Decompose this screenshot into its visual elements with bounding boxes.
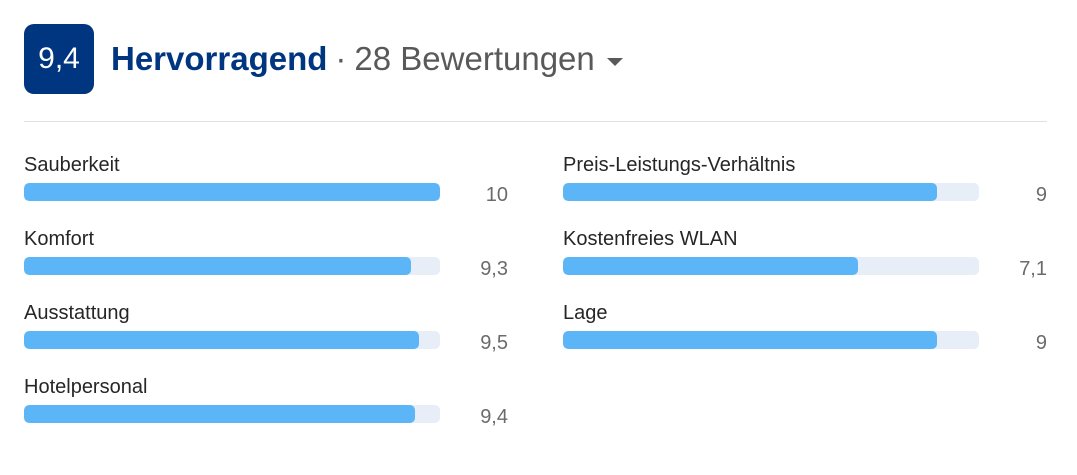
- score-bar-fill: [563, 331, 938, 349]
- category-preis-leistung: Preis-Leistungs-Verhältnis 9: [563, 153, 1047, 227]
- category-label: Kostenfreies WLAN: [563, 228, 738, 250]
- score-bar-track: [24, 331, 440, 349]
- score-bar-track: [24, 183, 440, 201]
- score-badge: 9,4: [24, 24, 94, 94]
- category-label: Lage: [563, 302, 608, 324]
- category-score: 9,3: [480, 258, 508, 280]
- score-bar-track: [563, 257, 979, 275]
- review-count: 28 Bewertungen: [354, 40, 595, 77]
- category-label: Sauberkeit: [24, 154, 120, 176]
- category-sauberkeit: Sauberkeit 10: [24, 153, 508, 227]
- score-bar-fill: [24, 183, 440, 201]
- category-score: 9: [1035, 332, 1047, 354]
- category-score: 9: [1035, 184, 1047, 206]
- review-summary[interactable]: Hervorragend · 28 Bewertungen: [111, 40, 623, 78]
- category-score: 7,1: [1019, 258, 1047, 280]
- chevron-down-icon[interactable]: [606, 58, 623, 66]
- score-bar-track: [24, 257, 440, 275]
- category-column-right: Preis-Leistungs-Verhältnis 9 Kostenfreie…: [563, 153, 1047, 375]
- score-bar-fill: [24, 331, 420, 349]
- category-komfort: Komfort 9,3: [24, 227, 508, 301]
- category-hotelpersonal: Hotelpersonal 9,4: [24, 375, 508, 449]
- category-ausstattung: Ausstattung 9,5: [24, 301, 508, 375]
- score-bar-track: [24, 405, 440, 423]
- category-column-left: Sauberkeit 10 Komfort 9,3 Ausstattung 9,…: [24, 153, 508, 449]
- category-score: 9,4: [480, 406, 508, 428]
- score-bar-fill: [563, 257, 859, 275]
- score-bar-fill: [24, 257, 411, 275]
- separator: ·: [335, 40, 347, 77]
- category-score: 10: [485, 184, 508, 206]
- category-lage: Lage 9: [563, 301, 1047, 375]
- category-wlan: Kostenfreies WLAN 7,1: [563, 227, 1047, 301]
- review-header: 9,4 Hervorragend · 28 Bewertungen: [24, 24, 623, 94]
- score-bar-fill: [24, 405, 416, 423]
- score-bar-fill: [563, 183, 938, 201]
- score-bar-track: [563, 183, 979, 201]
- score-value: 9,4: [38, 42, 80, 75]
- category-label: Preis-Leistungs-Verhältnis: [563, 154, 796, 176]
- score-bar-track: [563, 331, 979, 349]
- rating-word: Hervorragend: [111, 40, 328, 77]
- divider: [24, 121, 1047, 122]
- category-label: Komfort: [24, 228, 95, 250]
- category-score: 9,5: [480, 332, 508, 354]
- category-label: Ausstattung: [24, 302, 130, 324]
- category-label: Hotelpersonal: [24, 376, 148, 398]
